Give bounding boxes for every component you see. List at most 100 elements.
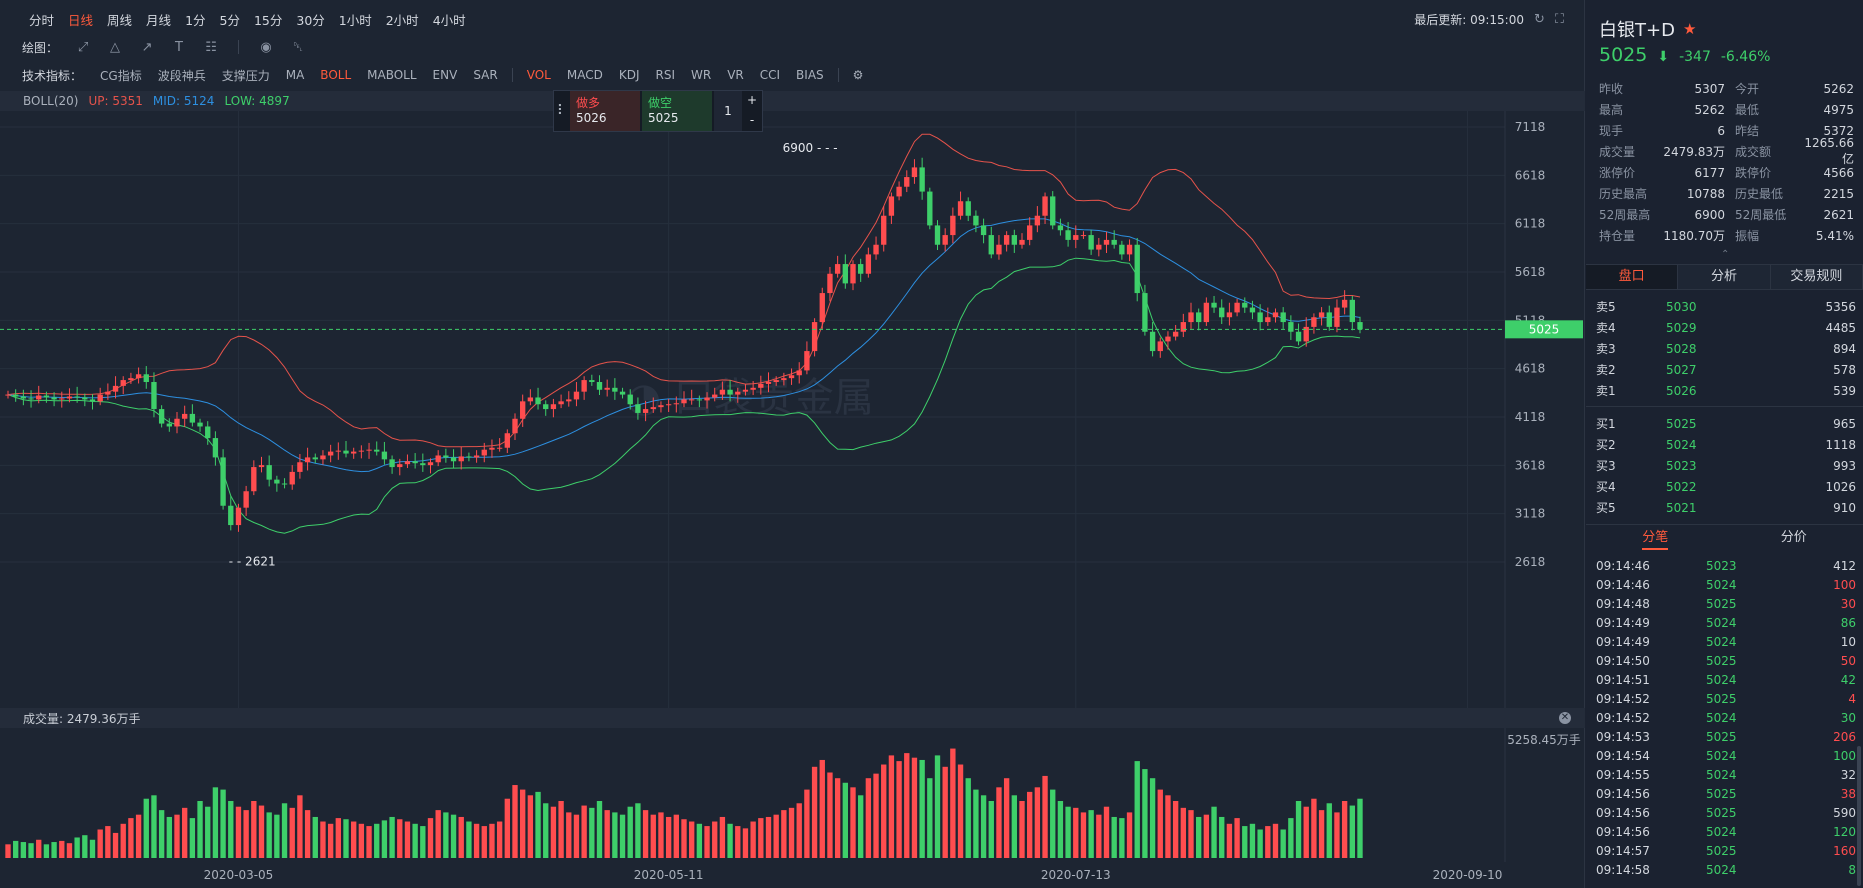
minus-button[interactable]: - (749, 113, 755, 127)
trash-icon[interactable]: ␡ (292, 39, 304, 55)
arrow-tool-icon[interactable]: ↗ (141, 39, 153, 55)
volume-bar (504, 798, 510, 858)
candle-body (827, 273, 833, 294)
fullscreen-icon[interactable]: ⛶ (1554, 11, 1564, 27)
order-book-row: 买1 5025 965 (1596, 413, 1856, 434)
settings-gear-icon[interactable]: ⚙ (852, 68, 864, 82)
star-icon[interactable]: ★ (1682, 20, 1697, 38)
indicator-item[interactable]: ENV (432, 68, 458, 82)
long-button[interactable]: 做多 5026 (570, 91, 640, 131)
tab-timeframe[interactable]: 4小时 (432, 12, 466, 28)
tick-qty: 100 (1833, 577, 1856, 592)
tab-panel[interactable]: 分析 (1678, 265, 1771, 289)
tick-qty: 30 (1840, 596, 1856, 611)
candle-body (520, 401, 526, 419)
tick-time: 09:14:56 (1596, 805, 1650, 820)
eye-icon[interactable]: ◉ (260, 39, 272, 55)
indicator-item[interactable]: VOL (526, 68, 551, 82)
candle-body (980, 225, 987, 236)
volume-bar (320, 821, 326, 858)
short-button[interactable]: 做空 5025 (642, 91, 712, 131)
indicator-item[interactable]: MACD (566, 68, 603, 82)
quantity-input[interactable]: 1 (714, 91, 742, 131)
volume-bar (458, 816, 464, 858)
tab-timeframe[interactable]: 周线 (107, 12, 133, 28)
volume-bar (1065, 806, 1071, 858)
volume-bar (358, 823, 365, 858)
indicator-item[interactable]: RSI (655, 68, 676, 82)
volume-bar (1203, 814, 1210, 858)
indicator-item[interactable]: MABOLL (367, 68, 417, 82)
stat-key: 52周最低 (1735, 208, 1787, 222)
volume-bar (274, 814, 280, 858)
indicator-item[interactable]: CCI (759, 68, 781, 82)
tick-time: 09:14:52 (1596, 710, 1650, 725)
candle-body (773, 380, 779, 383)
y-tick-label: 2618 (1515, 555, 1546, 569)
indicator-item[interactable]: KDJ (618, 68, 640, 82)
indicator-item[interactable]: SAR (473, 68, 498, 82)
tick-qty: 32 (1840, 767, 1856, 782)
tab-timeframe[interactable]: 5分 (219, 12, 240, 28)
tab-trades[interactable]: 分笔 (1586, 525, 1725, 552)
level-price: 5027 (1666, 362, 1697, 377)
volume-bar (496, 821, 503, 858)
indicator-item[interactable]: VR (727, 68, 744, 82)
tab-timeframe[interactable]: 15分 (253, 12, 283, 28)
tab-timeframe[interactable]: 2小时 (385, 12, 419, 28)
tick-price: 5025 (1706, 729, 1737, 744)
volume-bar (128, 818, 134, 858)
boll-up-line (7, 133, 1361, 448)
stat-value: 6900 (1694, 207, 1725, 222)
order-book-row: 卖1 5026 539 (1596, 380, 1856, 401)
line-tool-icon[interactable]: ⤢ (77, 39, 89, 55)
indicator-item[interactable]: CG指标 (100, 68, 142, 83)
indicator-item[interactable]: WR (691, 68, 712, 82)
volume-bar (765, 816, 772, 858)
y-tick-label: 3118 (1515, 507, 1546, 521)
tab-timeframe[interactable]: 日线 (68, 12, 94, 28)
tab-panel[interactable]: 盘口 (1586, 265, 1679, 289)
indicator-item[interactable]: BIAS (796, 68, 824, 82)
candle-body (665, 404, 672, 406)
candle-body (1341, 299, 1348, 308)
text-tool-icon[interactable]: T (175, 39, 183, 55)
volume-max-label: 5258.45万手 (1507, 733, 1581, 747)
candle-body (1134, 244, 1140, 294)
tab-timeframe[interactable]: 分时 (29, 12, 55, 28)
grid-tool-icon[interactable]: ☷ (205, 39, 217, 55)
indicator-toolbar: 技术指标： CG指标 波段神兵 支撑压力 MA BOLL MABOLL ENV SAR VOL MA… (22, 64, 871, 86)
scrollbar[interactable] (1857, 746, 1861, 886)
indicator-item[interactable]: 波段神兵 (157, 68, 206, 83)
indicator-item[interactable]: 支撑压力 (221, 68, 270, 83)
tab-timeframe[interactable]: 30分 (296, 12, 325, 28)
tab-trades[interactable]: 分价 (1725, 525, 1863, 552)
volume-bar (1088, 810, 1094, 858)
volume-bar (151, 795, 157, 858)
volume-chart[interactable]: 5258.45万手 (0, 728, 1585, 862)
tab-timeframe[interactable]: 1小时 (338, 12, 372, 28)
tab-timeframe[interactable]: 月线 (146, 12, 172, 28)
candle-body (320, 455, 326, 460)
tab-panel[interactable]: 交易规则 (1770, 265, 1863, 289)
drag-handle-icon[interactable]: ⠇ (556, 103, 568, 119)
triangle-tool-icon[interactable]: △ (110, 39, 121, 55)
plus-button[interactable]: + (746, 93, 758, 107)
candle-body (389, 459, 395, 468)
chevron-up-icon[interactable]: ⌃ (1721, 249, 1730, 260)
boll-low: LOW: 4897 (224, 94, 290, 108)
volume-bar (1057, 801, 1064, 858)
volume-bar (489, 823, 495, 858)
indicator-item[interactable]: BOLL (320, 68, 352, 82)
volume-bar (1149, 778, 1156, 858)
tab-timeframe[interactable]: 1分 (185, 12, 206, 28)
refresh-icon[interactable]: ↻ (1533, 11, 1545, 27)
indicator-item[interactable]: MA (285, 68, 305, 82)
close-icon[interactable]: ✕ (1559, 712, 1571, 724)
price-chart[interactable]: 7118661861185618511846184118361831182618… (0, 111, 1585, 708)
volume-bar (673, 814, 679, 858)
stat-value: 5.41% (1815, 228, 1854, 243)
candle-body (43, 395, 50, 398)
candle-body (1142, 293, 1148, 332)
volume-bar (228, 801, 234, 858)
